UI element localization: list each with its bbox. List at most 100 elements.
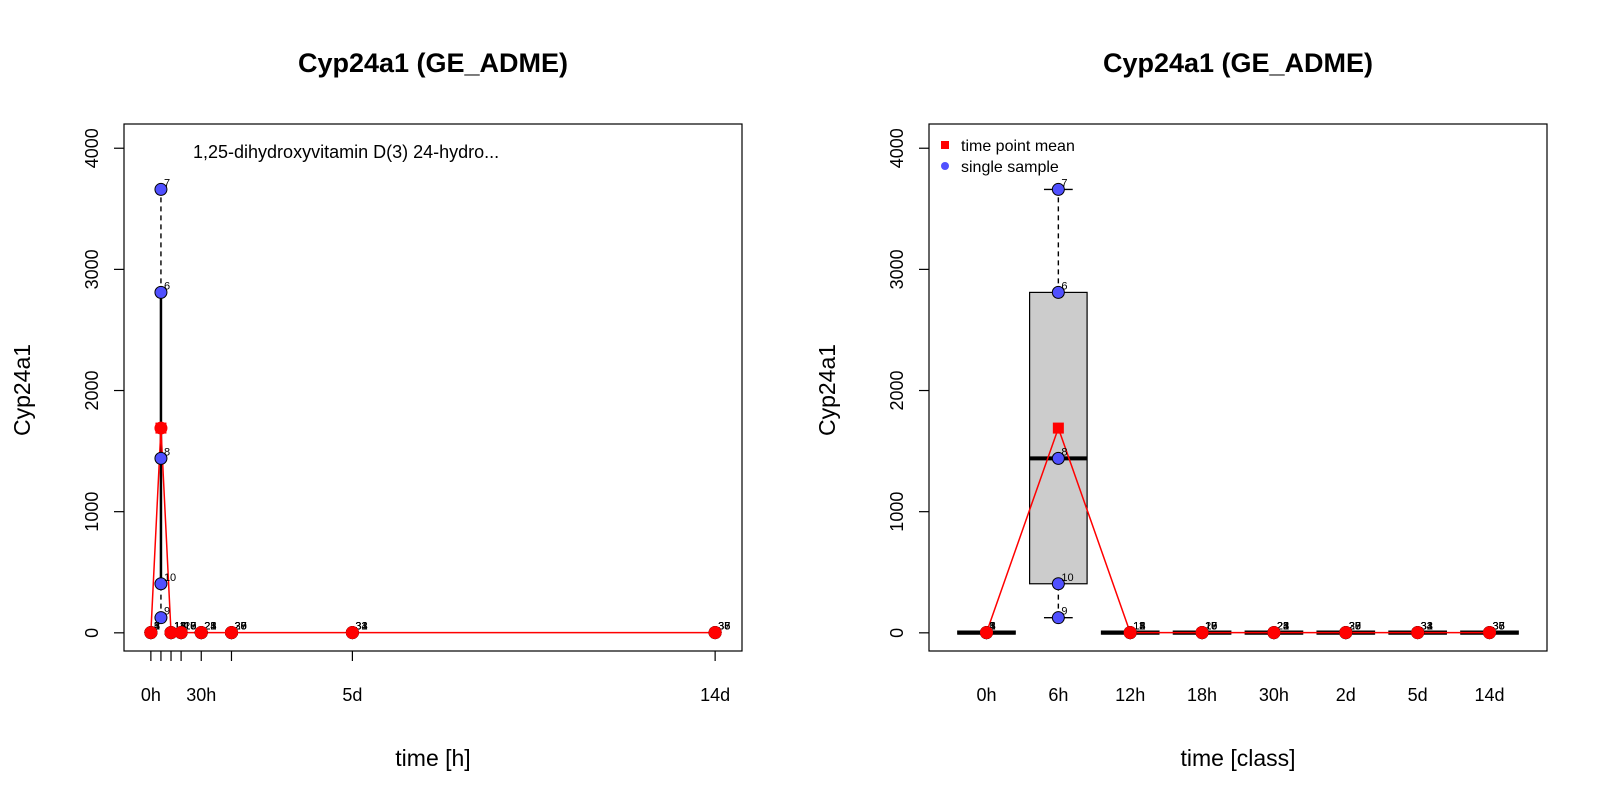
right-sample-point (1051, 285, 1065, 299)
right-sample-label: 13 (1133, 621, 1145, 633)
right-sample-point (1051, 611, 1065, 625)
right-mean-point (979, 626, 993, 640)
left-sample-point (154, 577, 168, 591)
left-sample-label: 32 (355, 620, 367, 632)
right-mean-point (1411, 626, 1425, 640)
right-mean-point (1483, 626, 1497, 640)
left-plot-frame (123, 123, 743, 652)
left-sample-label: 27 (234, 620, 246, 632)
right-sample-label: 38 (1493, 621, 1505, 633)
left-sample-label: 1 (154, 621, 160, 633)
right-sample-label: 11 (1133, 621, 1144, 633)
right-mean-line (985, 425, 1490, 634)
left-sample-label: 8 (164, 446, 170, 458)
right-sample-label: 17 (1205, 620, 1217, 632)
left-chart-marks: 010002000300040000h30h5d14d1234567891011… (82, 128, 730, 705)
right-y-axis-label: Cyp24a1 (814, 344, 840, 436)
right-y-tick-label: 2000 (887, 371, 907, 411)
left-sample-label: 6 (164, 280, 170, 292)
right-plot-frame (928, 123, 1548, 652)
left-sample-label: 7 (164, 177, 170, 189)
left-sample-point (154, 182, 168, 196)
right-y-tick-label: 0 (887, 628, 907, 638)
left-sample-label: 30 (234, 621, 246, 633)
right-sample-label: 27 (1349, 620, 1361, 632)
left-chart-title: Cyp24a1 (GE_ADME) (298, 48, 568, 78)
right-mean-point (1339, 626, 1353, 640)
legend-sample-symbol (941, 162, 949, 170)
left-sample-label: 19 (184, 621, 196, 633)
left-sample-label: 3 (154, 621, 160, 633)
right-y-tick-label: 1000 (887, 492, 907, 532)
left-sample-label: 20 (184, 621, 196, 633)
left-sample-label: 18 (184, 621, 196, 633)
right-y-tick-label: 4000 (887, 128, 907, 168)
left-y-tick-label: 2000 (82, 371, 102, 411)
right-mean-point (1123, 626, 1137, 640)
left-mean-point (708, 626, 722, 640)
left-sample-label: 33 (355, 621, 367, 633)
right-mean-square (1052, 422, 1064, 434)
right-box (1029, 291, 1088, 585)
left-mean-line (150, 428, 716, 634)
right-x-tick-label: 5d (1408, 685, 1428, 705)
right-sample-label: 1 (989, 621, 995, 633)
right-sample-label: 15 (1133, 621, 1145, 633)
right-sample-label: 5 (989, 621, 995, 633)
right-x-tick-label: 18h (1187, 685, 1217, 705)
legend-sample-label: single sample (961, 159, 1059, 176)
right-sample-label: 7 (1061, 177, 1067, 189)
right-x-tick-label: 6h (1048, 685, 1068, 705)
left-mean-point (174, 626, 188, 640)
left-mean-point (345, 626, 359, 640)
left-sample-label: 38 (718, 621, 730, 633)
right-sample-label: 24 (1277, 621, 1289, 633)
left-sample-label: 23 (204, 621, 216, 633)
left-sample-label: 9 (164, 606, 170, 618)
right-sample-label: 8 (1061, 446, 1067, 458)
right-sample-point (1051, 182, 1065, 196)
right-x-tick-label: 12h (1115, 685, 1145, 705)
left-sample-label: 17 (184, 620, 196, 632)
left-sample-label: 31 (355, 621, 367, 633)
right-sample-label: 23 (1277, 621, 1289, 633)
left-sample-label: 28 (234, 621, 246, 633)
right-sample-label: 10 (1061, 572, 1073, 584)
left-mean-point (194, 626, 208, 640)
right-sample-label: 12 (1133, 620, 1145, 632)
right-mean-point (1267, 626, 1281, 640)
left-sample-label: 21 (204, 621, 216, 633)
right-sample-label: 34 (1421, 621, 1433, 633)
left-sample-label: 2 (154, 620, 160, 632)
time-class-box-panel: Cyp24a1 (GE_ADME) time [class] Cyp24a1 0… (814, 48, 1548, 771)
right-x-tick-label: 14d (1474, 685, 1504, 705)
right-sample-point (1051, 451, 1065, 465)
right-sample-label: 9 (1061, 606, 1067, 618)
right-sample-label: 31 (1421, 621, 1433, 633)
right-x-tick-label: 0h (976, 685, 996, 705)
right-sample-label: 29 (1349, 621, 1361, 633)
left-sample-label: 29 (234, 621, 246, 633)
left-sample-label: 22 (204, 620, 216, 632)
right-sample-label: 25 (1277, 621, 1289, 633)
left-mean-point (224, 626, 238, 640)
right-x-tick-label: 30h (1259, 685, 1289, 705)
left-sample-label: 26 (234, 621, 246, 633)
legend-mean-label: time point mean (961, 138, 1075, 155)
left-y-tick-label: 3000 (82, 249, 102, 289)
right-sample-label: 30 (1349, 621, 1361, 633)
left-sample-point (154, 611, 168, 625)
left-sample-point (154, 285, 168, 299)
left-sample-label: 24 (204, 621, 216, 633)
left-sample-label: 5 (154, 621, 160, 633)
left-x-axis-label: time [h] (395, 745, 470, 771)
right-y-tick-label: 3000 (887, 249, 907, 289)
right-sample-label: 35 (1493, 621, 1505, 633)
legend: time point mean single sample (941, 138, 1075, 176)
right-chart-title: Cyp24a1 (GE_ADME) (1103, 48, 1373, 78)
right-sample-label: 14 (1133, 621, 1145, 633)
left-y-tick-label: 1000 (82, 492, 102, 532)
right-sample-label: 3 (989, 621, 995, 633)
